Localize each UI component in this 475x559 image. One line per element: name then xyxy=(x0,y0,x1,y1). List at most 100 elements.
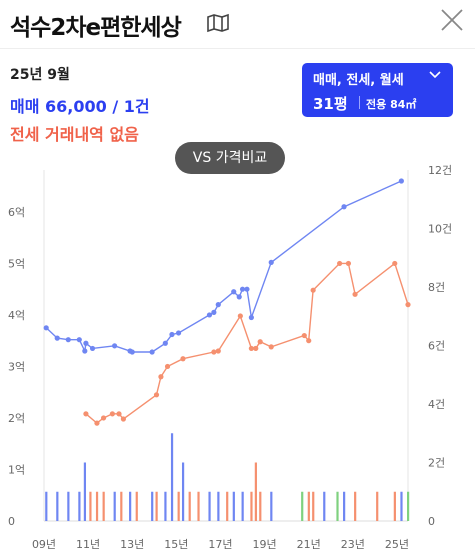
volume-bar xyxy=(89,491,92,521)
volume-bar xyxy=(177,491,180,521)
data-point xyxy=(76,337,82,343)
data-point xyxy=(215,302,221,308)
volume-bar xyxy=(241,491,244,521)
data-point xyxy=(215,348,221,354)
data-point xyxy=(180,356,186,362)
volume-bar xyxy=(270,491,273,521)
data-point xyxy=(116,411,122,417)
volume-bar xyxy=(208,491,211,521)
volume-bar xyxy=(188,491,191,521)
data-point xyxy=(337,260,343,267)
volume-bar xyxy=(83,462,87,521)
data-point xyxy=(310,287,316,293)
volume-bar xyxy=(67,491,70,521)
volume-bar xyxy=(102,491,105,521)
y-right-tick-label: 4건 xyxy=(428,398,445,411)
deal-type-filter-button[interactable]: 매매, 전세, 월세 31평 전용 84㎡ xyxy=(302,63,453,117)
data-point xyxy=(65,337,71,343)
y-left-tick-label: 1억 xyxy=(8,463,25,476)
volume-bar xyxy=(307,491,310,521)
y-right-tick-label: 6건 xyxy=(428,340,445,353)
data-point xyxy=(94,420,100,426)
y-left-tick-label: 2억 xyxy=(8,412,25,425)
volume-bar xyxy=(354,491,357,521)
data-point xyxy=(211,349,217,355)
series-line-0 xyxy=(45,180,402,354)
data-point xyxy=(82,348,88,354)
data-point xyxy=(162,340,168,346)
volume-bar xyxy=(113,491,116,521)
x-tick-label: 11년 xyxy=(76,538,100,551)
x-tick-label: 09년 xyxy=(32,538,56,551)
data-point xyxy=(231,289,237,295)
volume-bar xyxy=(135,491,138,521)
volume-bar xyxy=(170,433,174,521)
y-right-tick-label: 0 xyxy=(428,515,435,528)
data-point xyxy=(129,349,135,355)
y-right-tick-label: 10건 xyxy=(428,223,452,236)
volume-bar xyxy=(336,491,339,521)
data-point xyxy=(54,335,60,341)
data-point xyxy=(301,332,307,339)
data-point xyxy=(268,344,274,350)
volume-bar xyxy=(217,491,220,521)
data-point xyxy=(405,302,411,308)
volume-bar xyxy=(250,491,253,521)
x-tick-label: 21년 xyxy=(297,538,321,551)
summary-rent: 전세 거래내역 없음 xyxy=(10,125,139,144)
data-point xyxy=(248,345,254,352)
x-tick-label: 15년 xyxy=(164,538,188,551)
data-point xyxy=(175,330,182,336)
volume-bar xyxy=(259,491,262,521)
compare-button[interactable]: VS 가격비교 xyxy=(175,142,285,174)
data-point xyxy=(206,312,213,318)
data-point xyxy=(43,325,49,331)
volume-bar xyxy=(129,491,132,521)
data-point xyxy=(253,345,259,352)
filter-types-label: 매매, 전세, 월세 xyxy=(313,73,404,88)
data-point xyxy=(392,260,398,267)
data-point xyxy=(111,343,118,349)
filter-area: 전용 84㎡ xyxy=(366,98,417,111)
y-left-tick-label: 3억 xyxy=(8,360,25,373)
data-point xyxy=(120,416,127,422)
y-left-tick-label: 4억 xyxy=(8,309,25,322)
volume-bar xyxy=(120,491,123,521)
volume-bar xyxy=(151,491,154,521)
x-tick-label: 25년 xyxy=(385,538,409,551)
data-point xyxy=(341,204,347,210)
y-right-tick-label: 8건 xyxy=(428,281,445,294)
volume-bar xyxy=(393,491,396,521)
volume-bar xyxy=(197,491,200,521)
y-left-tick-label: 6억 xyxy=(8,206,25,219)
volume-bar xyxy=(155,491,158,521)
x-tick-label: 13년 xyxy=(120,538,144,551)
data-point xyxy=(158,374,164,380)
volume-bar xyxy=(301,491,304,521)
data-point xyxy=(244,286,250,292)
data-point xyxy=(345,260,352,267)
y-right-tick-label: 12건 xyxy=(428,164,452,177)
data-point xyxy=(237,313,243,319)
data-point xyxy=(268,259,274,265)
volume-bar xyxy=(56,491,59,521)
data-point xyxy=(153,392,160,398)
volume-bar xyxy=(343,491,346,521)
volume-bar xyxy=(400,491,403,521)
volume-bar xyxy=(407,491,410,521)
map-icon[interactable] xyxy=(206,13,230,33)
data-point xyxy=(398,178,404,184)
volume-bar xyxy=(254,462,257,521)
volume-bar xyxy=(323,491,326,521)
data-point xyxy=(239,286,246,292)
data-point xyxy=(352,291,358,297)
close-icon[interactable] xyxy=(438,6,466,34)
x-tick-label: 19년 xyxy=(253,538,277,551)
chevron-down-icon xyxy=(429,71,441,79)
data-point xyxy=(306,338,312,344)
summary-sale: 매매 66,000 / 1건 xyxy=(10,97,150,116)
data-point xyxy=(109,411,115,417)
x-tick-label: 17년 xyxy=(208,538,232,551)
data-point xyxy=(89,345,96,352)
